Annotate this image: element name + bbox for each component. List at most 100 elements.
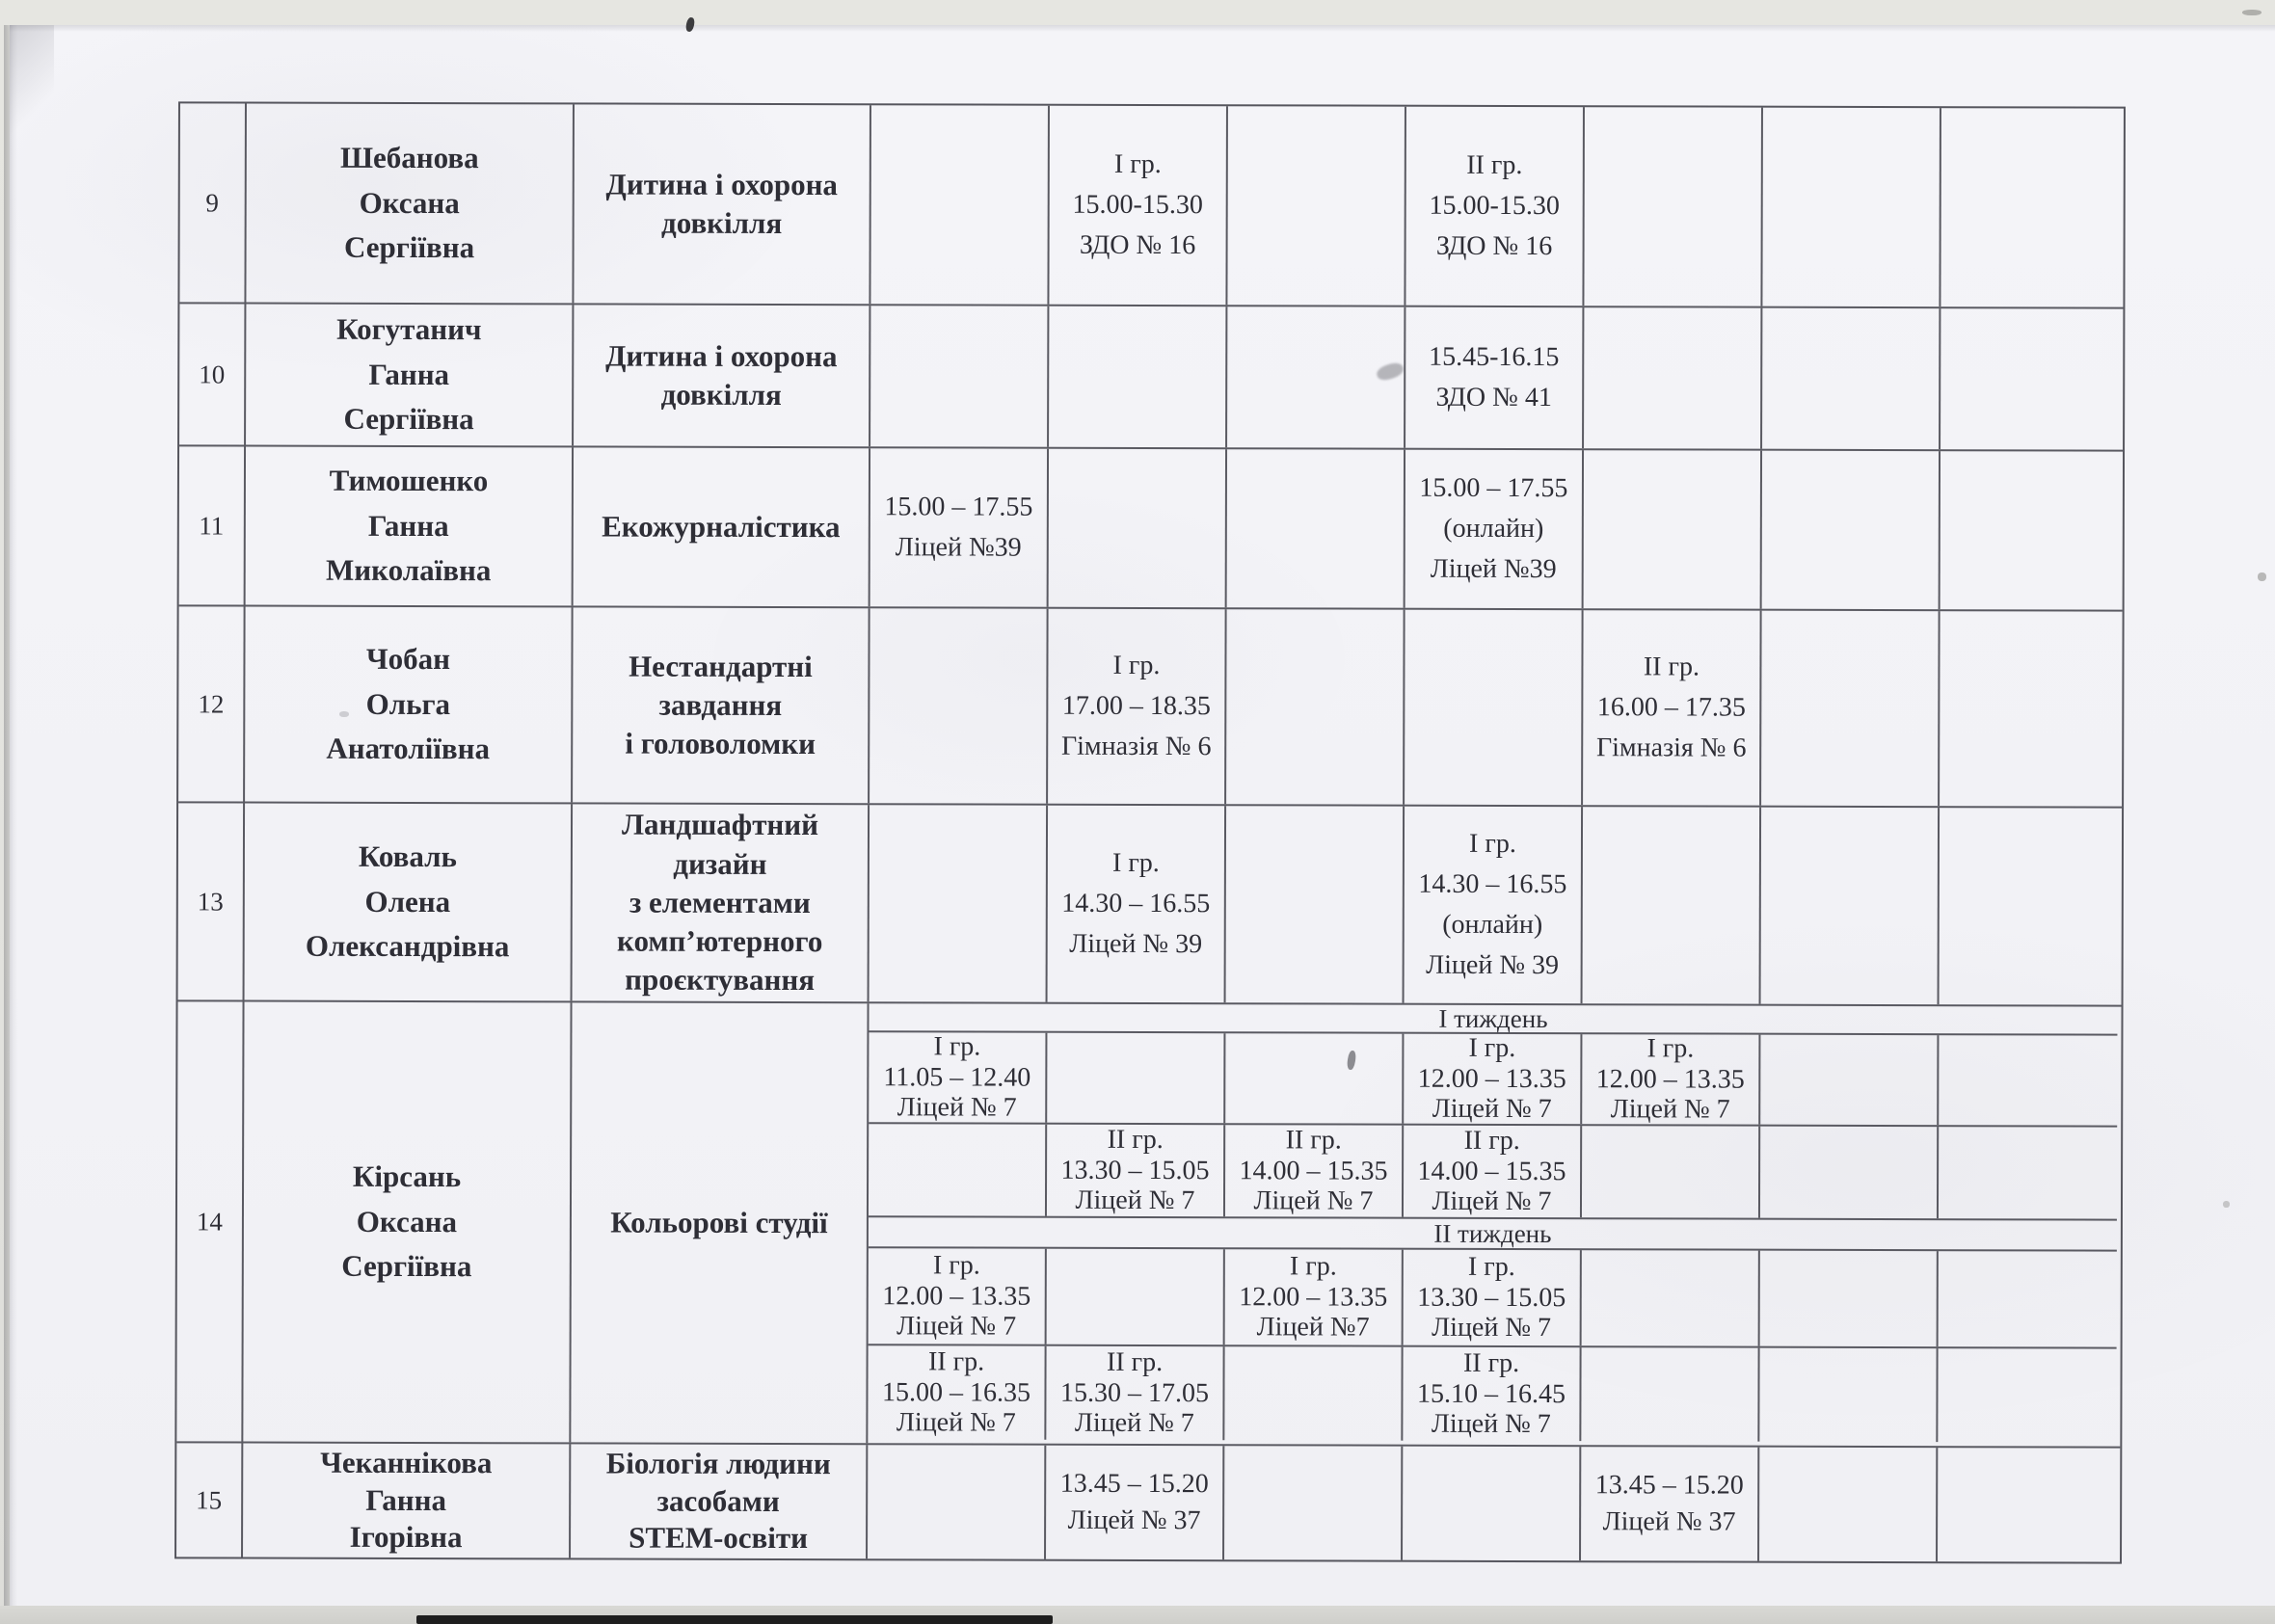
day-cell — [1762, 107, 1941, 307]
day-cell schedule-entry: I гр. 12.00 – 13.35 Ліцей № 7 — [1582, 1033, 1761, 1125]
day-cell schedule-entry: I гр. 12.00 – 13.35 Ліцей № 7 — [868, 1248, 1047, 1344]
week-subrow: II гр. 15.00 – 16.35 Ліцей № 7 II гр. 15.30… — [868, 1345, 2116, 1443]
day-cell — [1940, 611, 2119, 806]
table-row: 10 Когутанич Ганна Сергіївна Дитина і охор… — [179, 304, 2124, 452]
subject-cell: Нестандартні завдання і головоломки — [573, 607, 870, 804]
row-number-cell: 13 — [177, 803, 246, 1000]
day-cell schedule-entry: II гр. 15.10 – 16.45 Ліцей № 7 — [1403, 1346, 1582, 1442]
day-cell — [1049, 306, 1228, 448]
scan-speck — [2223, 1201, 2230, 1208]
schedule-table: 9 Шебанова Оксана Сергіївна Дитина і охоро… — [174, 101, 2126, 1564]
day-cell — [1761, 450, 1941, 610]
subject-cell: Дитина і охорона довкілля — [574, 305, 871, 447]
day-cell — [1759, 1126, 1940, 1219]
day-cell schedule-entry: 13.45 – 15.20 Ліцей № 37 — [1581, 1447, 1760, 1561]
day-cell — [1938, 1348, 2116, 1442]
table-row: 11 Тимошенко Ганна Миколаївна Екожурналіст… — [178, 446, 2124, 612]
teacher-name-cell: Когутанич Ганна Сергіївна — [246, 304, 575, 446]
subject-cell: Біологія людини засобами STEM-освіти — [571, 1444, 869, 1559]
day-cell schedule-entry: II гр. 15.30 – 17.05 Ліцей № 7 — [1046, 1345, 1225, 1441]
subject-cell: Дитина і охорона довкілля — [574, 104, 871, 305]
row-number-cell: 10 — [179, 304, 247, 445]
day-cell schedule-entry: I гр. 13.30 – 15.05 Ліцей № 7 — [1403, 1249, 1582, 1346]
day-cell schedule-entry: 15.00 – 17.55 (онлайн) Ліцей №39 — [1405, 449, 1585, 609]
day-cell — [1940, 808, 2119, 1004]
scanner-bottom-band — [0, 1606, 2275, 1624]
day-cell — [868, 1445, 1047, 1559]
day-cell — [1582, 807, 1762, 1004]
day-cell — [1762, 307, 1941, 450]
day-cell — [1047, 1032, 1226, 1124]
week-subrow: I гр. 11.05 – 12.40 Ліцей № 7 I гр. 12.00 –… — [869, 1031, 2118, 1128]
teacher-name-cell: Тимошенко Ганна Миколаївна — [245, 446, 575, 606]
day-cell schedule-entry: I гр. 12.00 – 13.35 Ліцей № 7 — [1404, 1033, 1583, 1125]
day-cell schedule-entry: I гр. 14.30 – 16.55 Ліцей № 39 — [1047, 805, 1227, 1003]
paper-top-edge-shadow — [10, 25, 2275, 32]
table-row: 12 Чобан Ольга Анатоліївна Нестандартні зав… — [178, 606, 2123, 809]
week-band: ІІ тиждень — [868, 1217, 2117, 1252]
day-cell — [1939, 1251, 2117, 1346]
teacher-name-cell: Чобан Ольга Анатоліївна — [245, 606, 574, 803]
subject-cell: Екожурналістика — [573, 447, 871, 607]
teacher-name-cell: Шебанова Оксана Сергіївна — [246, 103, 575, 304]
day-cell — [1226, 609, 1405, 805]
table-row: 13 Коваль Олена Олександрівна Ландшафтний д… — [177, 803, 2123, 1007]
day-cell schedule-entry: 15.00 – 17.55 Ліцей №39 — [870, 448, 1050, 607]
day-cell schedule-entry: I гр. 11.05 – 12.40 Ліцей № 7 — [869, 1031, 1048, 1123]
paper-corner-shadow — [10, 25, 54, 141]
scan-speck — [2242, 10, 2262, 15]
table-row: 15 Чеканнікова Ганна Ігорівна Біологія люд… — [176, 1443, 2120, 1562]
day-cell — [870, 608, 1049, 804]
day-cell — [1046, 1248, 1225, 1345]
day-cell — [1759, 1347, 1939, 1443]
day-cell — [1940, 108, 2120, 306]
row-number-cell: 11 — [178, 446, 247, 605]
day-cell — [1759, 1447, 1939, 1562]
day-cell — [1759, 1250, 1939, 1347]
week-subrow: I гр. 12.00 – 13.35 Ліцей № 7 I гр. 12.00 –… — [868, 1248, 2117, 1349]
day-cell schedule-entry: I гр. 15.00-15.30 ЗДО № 16 — [1049, 105, 1228, 306]
table-row: 14 Кірсань Оксана Сергіївна Кольорові студ… — [176, 1001, 2122, 1449]
day-cell schedule-entry: 15.45-16.15 ЗДО № 41 — [1405, 306, 1585, 449]
day-cell — [1225, 1033, 1405, 1124]
row-number-cell: 12 — [178, 606, 246, 802]
day-cell schedule-entry: II гр. 15.00-15.30 ЗДО № 16 — [1405, 106, 1585, 306]
day-cell — [1225, 806, 1405, 1003]
day-cell schedule-entry: II гр. 15.00 – 16.35 Ліцей № 7 — [868, 1345, 1047, 1440]
row-number-cell: 14 — [176, 1001, 245, 1442]
subject-cell: Ландшафтний дизайн з елементами комп’ютерно… — [572, 804, 870, 1002]
day-cell — [1940, 308, 2119, 449]
row-number-cell: 15 — [176, 1443, 244, 1557]
day-cell — [1226, 449, 1406, 608]
day-cell — [1760, 1034, 1940, 1126]
day-cell — [1224, 1346, 1404, 1441]
day-cell — [1584, 307, 1763, 449]
teacher-name-cell: Коваль Олена Олександрівна — [244, 803, 574, 1001]
day-cell — [1939, 1127, 2117, 1218]
table-row: 9 Шебанова Оксана Сергіївна Дитина і охоро… — [179, 103, 2124, 309]
day-cell schedule-entry: II гр. 14.00 – 15.35 Ліцей № 7 — [1403, 1125, 1583, 1218]
day-cell schedule-entry: 13.45 – 15.20 Ліцей № 37 — [1046, 1445, 1225, 1560]
day-cell — [1048, 448, 1228, 608]
day-cell — [1940, 451, 2119, 609]
paper-left-edge-shadow — [4, 25, 17, 1608]
day-cell schedule-entry: I гр. 17.00 – 18.35 Гімназія № 6 — [1048, 608, 1227, 805]
day-cell — [1403, 1446, 1582, 1561]
day-cell schedule-entry: I гр. 12.00 – 13.35 Ліцей №7 — [1224, 1249, 1404, 1345]
day-cell — [1227, 106, 1406, 306]
subject-cell: Кольорові студії — [571, 1002, 870, 1444]
day-cell — [1584, 107, 1763, 306]
day-cell — [868, 1124, 1048, 1216]
day-cell — [870, 306, 1050, 447]
day-cell — [869, 805, 1049, 1002]
day-cell — [870, 105, 1050, 305]
day-cell — [1761, 610, 1940, 807]
scan-speck — [339, 711, 349, 717]
day-cell — [1760, 807, 1940, 1005]
teacher-name-cell: Чеканнікова Ганна Ігорівна — [243, 1443, 572, 1558]
row-number-cell: 9 — [179, 103, 247, 303]
day-cell — [1581, 1347, 1760, 1442]
day-cell — [1938, 1448, 2116, 1561]
scanned-paper — [10, 25, 2275, 1608]
day-cell — [1581, 1126, 1761, 1218]
